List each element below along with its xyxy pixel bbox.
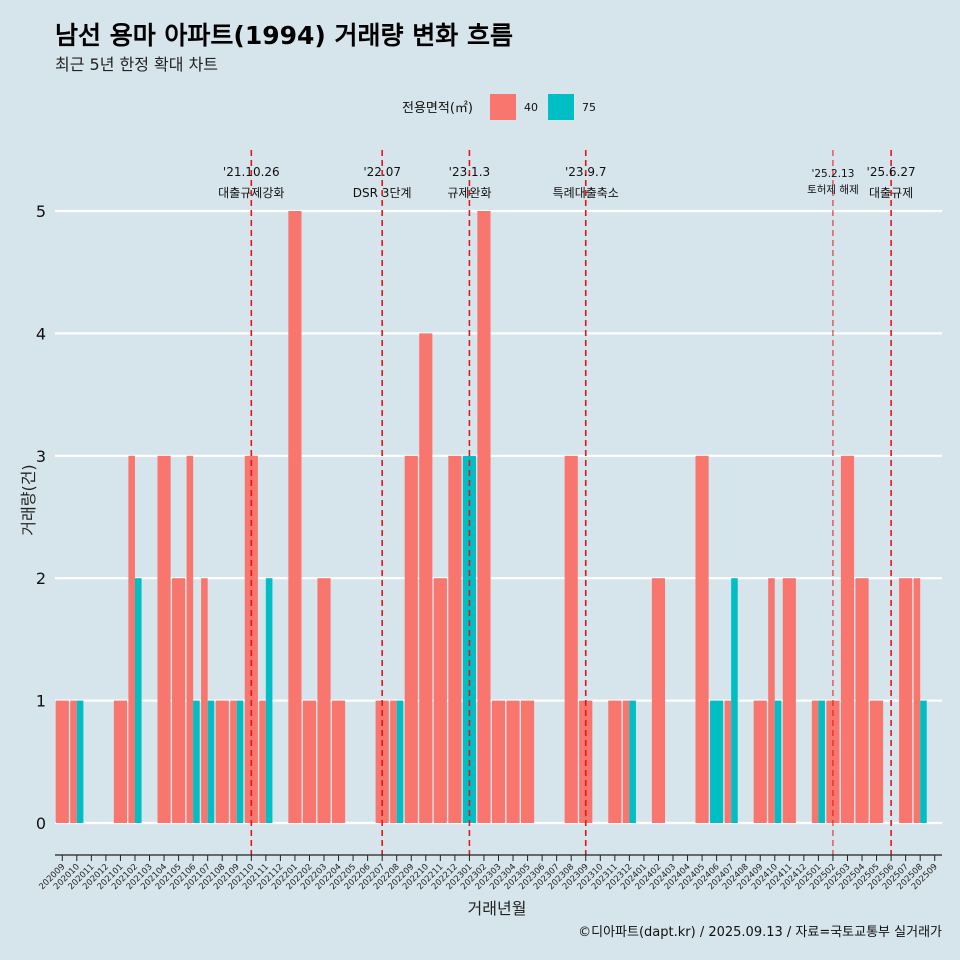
y-tick-label: 3 <box>36 447 46 466</box>
caption: ©디아파트(dapt.kr) / 2025.09.13 / 자료=국토교통부 실… <box>578 925 942 940</box>
bar-40 <box>201 578 208 823</box>
bar-75 <box>920 700 927 823</box>
bar-40 <box>855 578 869 823</box>
bar-40 <box>768 578 775 823</box>
legend-swatch-40 <box>490 94 516 120</box>
bar-75 <box>193 700 200 823</box>
bar-75 <box>818 700 825 823</box>
bar-40 <box>782 578 796 823</box>
bar-40 <box>55 700 69 823</box>
bar-75 <box>236 700 244 823</box>
bar-40 <box>724 700 732 823</box>
bar-40 <box>840 455 855 823</box>
y-axis-title: 거래량(건) <box>19 464 38 535</box>
y-tick-label: 5 <box>36 202 46 221</box>
bar-40 <box>491 700 506 823</box>
bar-75 <box>462 455 476 823</box>
y-tick-label: 4 <box>36 324 46 343</box>
bar-40 <box>448 455 462 823</box>
bar-40 <box>913 578 921 823</box>
chart-title: 남선 용마 아파트(1994) 거래량 변화 흐름 <box>55 21 513 50</box>
bar-75 <box>731 578 738 823</box>
event-date: '21.10.26 <box>223 165 280 179</box>
bar-40 <box>128 455 135 823</box>
y-tick-label: 2 <box>36 569 46 588</box>
bar-75 <box>396 700 404 823</box>
bar-40 <box>651 578 666 823</box>
bar-40 <box>390 700 397 823</box>
y-tick-label: 0 <box>36 814 46 833</box>
legend: 전용면적(㎡) 40 75 <box>402 94 596 120</box>
event-label: 규제완화 <box>447 186 491 200</box>
bar-40 <box>622 700 630 823</box>
bar-40 <box>302 700 317 823</box>
y-axis-ticks: 0 1 2 3 4 5 <box>36 202 46 833</box>
bar-40 <box>404 455 418 823</box>
bar-40 <box>317 578 331 823</box>
event-label: 대출규제강화 <box>218 186 284 200</box>
bar-75 <box>710 700 724 823</box>
bar-40 <box>477 211 491 823</box>
event-label: 토허제 해제 <box>807 183 859 196</box>
event-date: '23.9.7 <box>565 165 606 179</box>
bar-75 <box>207 700 215 823</box>
event-date: '23.1.3 <box>449 165 490 179</box>
x-axis: 2020092020102020112020122021012021022021… <box>37 854 942 892</box>
event-label: 대출규제 <box>869 186 913 200</box>
bar-75 <box>134 578 142 823</box>
bar-40 <box>230 700 237 823</box>
bar-40 <box>244 455 258 823</box>
bar-40 <box>869 700 884 823</box>
bar-40 <box>157 455 171 823</box>
x-axis-title: 거래년월 <box>468 899 527 918</box>
bar-40 <box>259 700 266 823</box>
legend-label-75: 75 <box>582 101 596 114</box>
bars <box>55 211 927 823</box>
legend-title: 전용면적(㎡) <box>402 101 473 116</box>
legend-label-40: 40 <box>524 101 538 114</box>
bar-40 <box>419 333 433 823</box>
bar-40 <box>288 211 302 823</box>
y-tick-label: 1 <box>36 692 46 711</box>
bar-40 <box>172 578 186 823</box>
bar-75 <box>629 700 636 823</box>
bar-40 <box>899 578 913 823</box>
bar-40 <box>608 700 622 823</box>
bar-40 <box>564 455 578 823</box>
bar-40 <box>521 700 535 823</box>
bar-40 <box>70 700 77 823</box>
event-label: DSR 3단계 <box>353 186 412 200</box>
bar-40 <box>695 455 709 823</box>
bar-40 <box>215 700 229 823</box>
event-lines: '21.10.26 대출규제강화 '22.07 DSR 3단계 '23.1.3 규제완화 '… <box>218 150 916 855</box>
bar-75 <box>76 700 84 823</box>
event-label: 특례대출축소 <box>553 186 619 200</box>
bar-40 <box>433 578 447 823</box>
event-date: '25.2.13 <box>811 168 854 180</box>
legend-swatch-75 <box>548 94 574 120</box>
bar-75 <box>265 578 273 823</box>
bar-40 <box>113 700 128 823</box>
bar-40 <box>186 455 194 823</box>
chart-subtitle: 최근 5년 한정 확대 차트 <box>55 55 218 74</box>
bar-40 <box>811 700 819 823</box>
bar-40 <box>753 700 767 823</box>
bar-40 <box>331 700 346 823</box>
bar-75 <box>774 700 782 823</box>
bar-40 <box>506 700 520 823</box>
event-date: '22.07 <box>363 165 401 179</box>
event-date: '25.6.27 <box>867 165 916 179</box>
